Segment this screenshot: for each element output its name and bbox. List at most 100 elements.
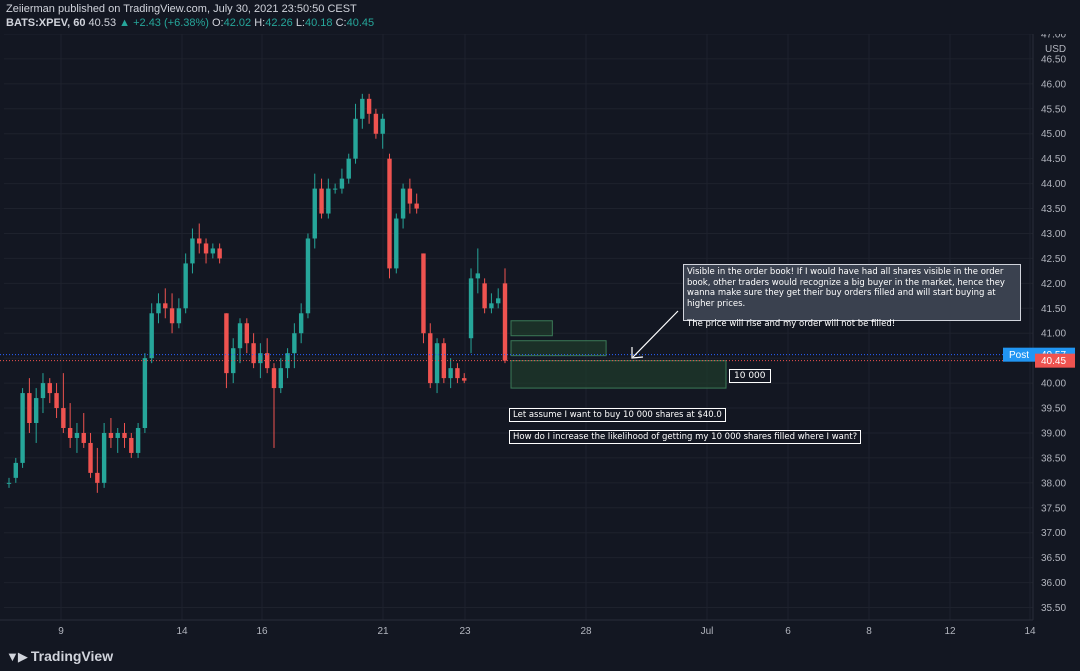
candle-body: [394, 219, 398, 269]
y-axis-unit: USD: [1045, 44, 1066, 55]
candle-body: [170, 308, 174, 323]
candle-body: [183, 263, 187, 308]
candle-body: [414, 204, 418, 209]
tradingview-logo[interactable]: ▼▶ TradingView: [6, 648, 113, 665]
y-tick-label: 44.00: [1041, 179, 1066, 190]
candle-body: [14, 463, 18, 478]
candle-body: [306, 238, 310, 313]
question-note: How do I increase the likelihood of gett…: [509, 430, 861, 444]
y-tick-label: 39.00: [1041, 428, 1066, 439]
candle-body: [496, 298, 500, 303]
open-label: O:: [212, 17, 224, 29]
candle-body: [149, 313, 153, 358]
x-tick-label: 14: [1024, 626, 1036, 637]
symbol-name[interactable]: BATS:XPEV, 60: [6, 17, 85, 29]
candle-body: [360, 99, 364, 119]
candle-body: [387, 159, 391, 269]
candle-body: [489, 303, 493, 308]
open-value: 42.02: [224, 17, 252, 29]
candle-body: [326, 189, 330, 214]
candle-body: [224, 313, 228, 373]
candle-body: [136, 428, 140, 453]
y-tick-label: 46.50: [1041, 54, 1066, 65]
candle-body: [292, 333, 296, 353]
candle-body: [238, 323, 242, 348]
candle-body: [347, 159, 351, 179]
y-tick-label: 37.00: [1041, 528, 1066, 539]
candle-body: [435, 343, 439, 383]
candle-body: [109, 433, 113, 438]
candle-body: [340, 179, 344, 189]
y-tick-label: 45.00: [1041, 129, 1066, 140]
x-tick-label: 28: [580, 626, 592, 637]
tradingview-logo-text: TradingView: [31, 648, 113, 664]
order-box-small: [511, 321, 552, 336]
price-change-value: +2.43 (+6.38%): [133, 17, 209, 29]
candle-body: [88, 443, 92, 473]
y-tick-label: 37.50: [1041, 503, 1066, 514]
y-tick-label: 41.50: [1041, 304, 1066, 315]
candle-body: [211, 248, 215, 253]
x-tick-label: 16: [256, 626, 268, 637]
candle-body: [7, 483, 11, 484]
candle-body: [129, 438, 133, 453]
candle-body: [204, 243, 208, 253]
last-price-value: 40.45: [1041, 356, 1066, 367]
candle-body: [217, 248, 221, 258]
y-tick-label: 44.50: [1041, 154, 1066, 165]
y-tick-label: 38.50: [1041, 453, 1066, 464]
x-tick-label: 12: [944, 626, 956, 637]
price-change: ▲: [119, 17, 130, 29]
candle-body: [156, 303, 160, 313]
close-value: 40.45: [347, 17, 375, 29]
y-tick-label: 40.00: [1041, 379, 1066, 390]
candle-body: [462, 378, 466, 380]
low-label: L:: [296, 17, 305, 29]
tradingview-logo-icon: ▼▶: [6, 649, 27, 665]
y-tick-label: 42.00: [1041, 279, 1066, 290]
candle-body: [116, 433, 120, 438]
quantity-label: 10 000: [729, 369, 771, 383]
y-tick-label: 38.00: [1041, 478, 1066, 489]
candle-body: [177, 308, 181, 323]
publisher-line: Zeiierman published on TradingView.com, …: [6, 3, 357, 15]
candle-body: [333, 189, 337, 190]
candle-body: [190, 238, 194, 263]
y-tick-label: 42.50: [1041, 254, 1066, 265]
candle-body: [20, 393, 24, 463]
close-label: C:: [336, 17, 347, 29]
candle-body: [102, 433, 106, 483]
y-tick-label: 43.50: [1041, 204, 1066, 215]
y-tick-label: 36.50: [1041, 553, 1066, 564]
candle-body: [367, 99, 371, 114]
candle-body: [455, 368, 459, 378]
ohlc-legend: BATS:XPEV, 60 40.53 ▲ +2.43 (+6.38%) O:4…: [6, 17, 374, 29]
candle-body: [143, 358, 147, 428]
candle-body: [27, 393, 31, 423]
candle-body: [380, 119, 384, 134]
candle-body: [54, 393, 58, 408]
x-tick-label: Jul: [701, 626, 714, 637]
y-tick-label: 43.00: [1041, 229, 1066, 240]
assume-note: Let assume I want to buy 10 000 shares a…: [509, 408, 726, 422]
x-tick-label: 9: [58, 626, 64, 637]
candle-body: [245, 323, 249, 343]
candle-body: [285, 353, 289, 368]
candle-body: [428, 333, 432, 383]
candle-body: [421, 253, 425, 333]
candle-body: [448, 368, 452, 378]
candle-body: [279, 368, 283, 388]
order-box-medium: [511, 341, 606, 356]
candle-body: [503, 283, 507, 360]
candle-body: [482, 283, 486, 308]
candle-body: [319, 189, 323, 214]
chart-header: Zeiierman published on TradingView.com, …: [0, 0, 1080, 34]
candle-body: [408, 189, 412, 204]
candle-body: [313, 189, 317, 239]
candle-body: [48, 383, 52, 393]
order-book-note-p1: Visible in the order book! If I would ha…: [687, 267, 1017, 309]
candle-body: [353, 119, 357, 159]
candle-body: [197, 238, 201, 243]
candle-body: [68, 428, 72, 438]
